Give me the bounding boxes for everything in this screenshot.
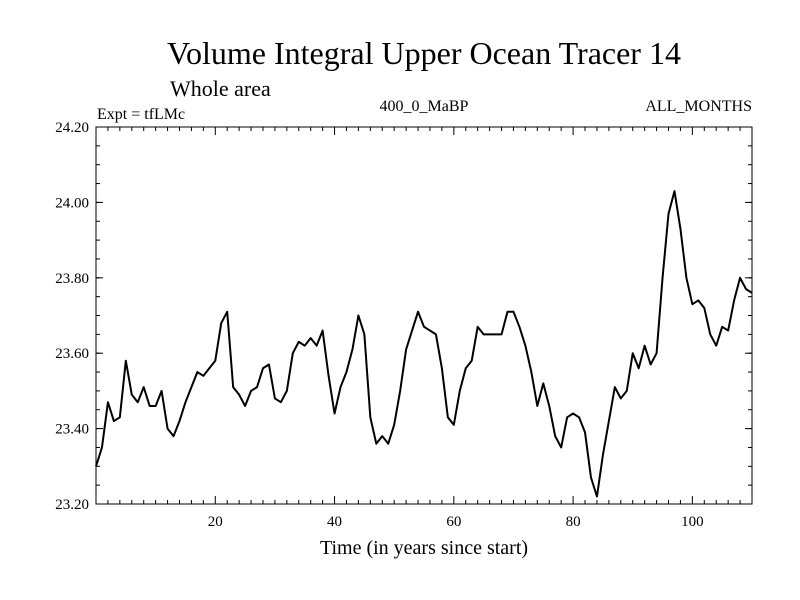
chart-subtitle: Whole area — [170, 76, 271, 101]
x-axis-label: Time (in years since start) — [320, 537, 528, 559]
y-axis: 23.20 23.40 23.60 23.80 24.00 24.20 — [55, 120, 752, 513]
period-label: 400_0_MaBP — [380, 98, 469, 115]
plot-frame — [96, 127, 752, 504]
x-tick-label: 40 — [327, 514, 342, 530]
y-tick-label: 23.20 — [55, 497, 89, 513]
months-label: ALL_MONTHS — [645, 98, 752, 115]
chart-title: Volume Integral Upper Ocean Tracer 14 — [167, 35, 681, 71]
y-tick-label: 23.60 — [55, 346, 89, 362]
experiment-label: Expt = tfLMc — [97, 106, 185, 123]
x-tick-label: 60 — [446, 514, 461, 530]
x-axis: 20 40 60 80 100 — [96, 127, 752, 530]
line-chart: Volume Integral Upper Ocean Tracer 14 Wh… — [0, 0, 800, 600]
x-tick-label: 100 — [681, 514, 704, 530]
x-tick-label: 80 — [566, 514, 581, 530]
y-tick-label: 24.00 — [55, 195, 89, 211]
data-series-line — [96, 191, 752, 496]
y-tick-label: 24.20 — [55, 120, 89, 136]
y-tick-label: 23.40 — [55, 422, 89, 438]
x-tick-label: 20 — [208, 514, 223, 530]
y-tick-label: 23.80 — [55, 271, 89, 287]
